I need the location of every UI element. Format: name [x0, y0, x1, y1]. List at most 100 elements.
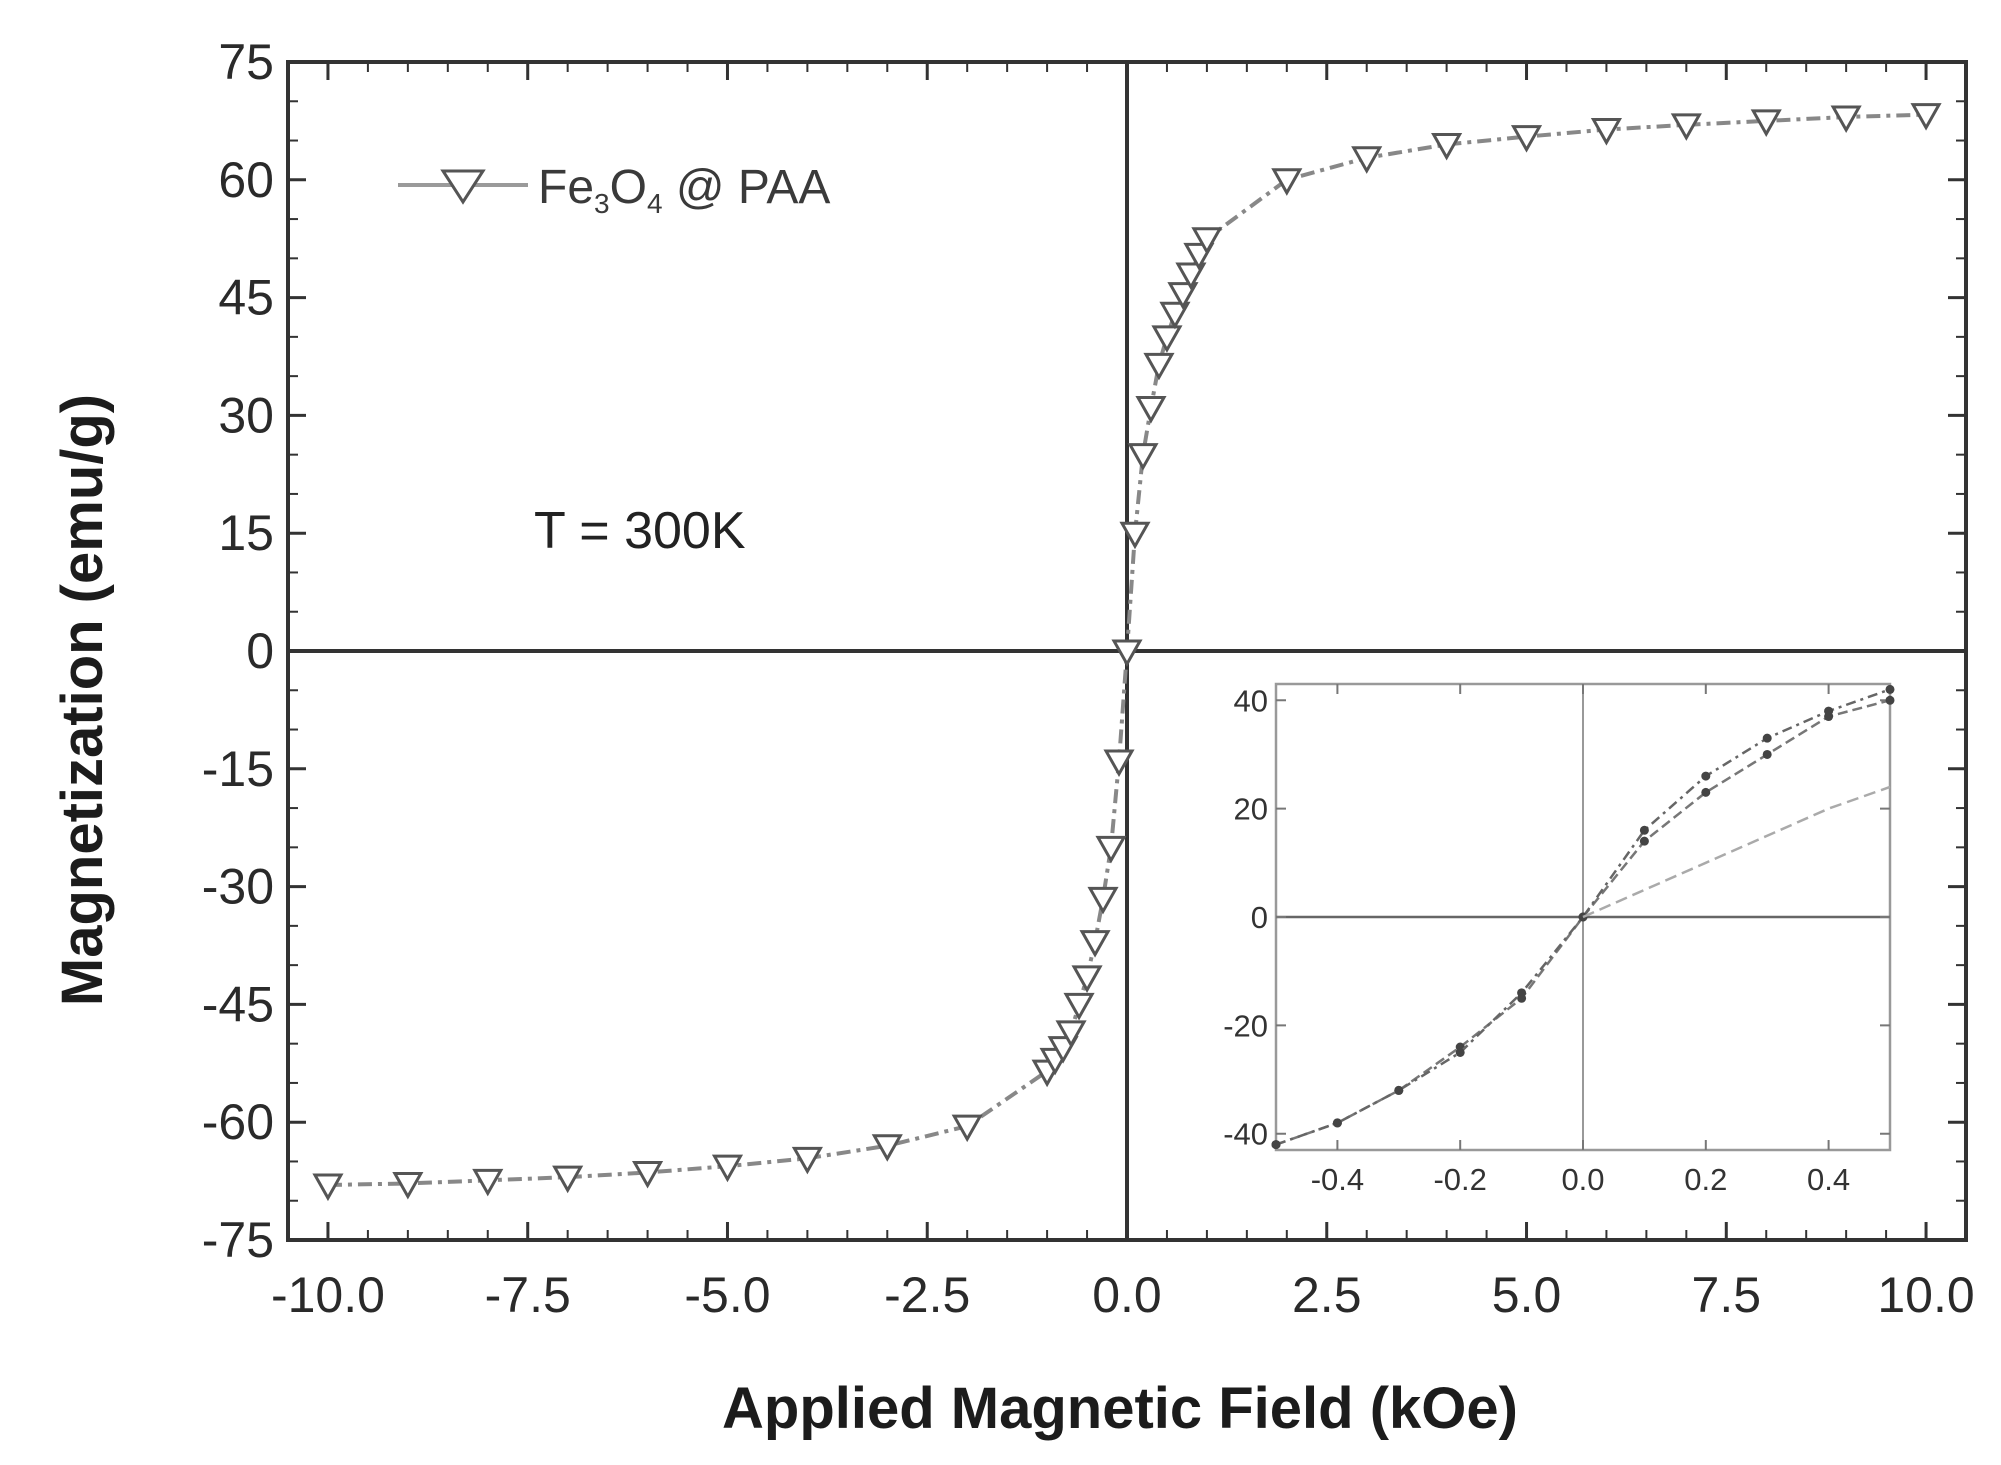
temperature-annotation: T = 300K	[534, 502, 746, 560]
x-tick-label: 10.0	[1877, 1267, 1974, 1323]
data-point	[1119, 521, 1151, 550]
x-tick-label: -5.0	[684, 1267, 770, 1323]
data-point	[392, 1171, 424, 1200]
legend: Fe3O4 @ PAA	[398, 161, 830, 219]
legend-label-fe: Fe	[538, 161, 594, 214]
inset-data-point	[1701, 771, 1711, 781]
inset-plot: -0.4 -0.2 0.0 0.2 0.4 40 20 0 -20 -40	[1223, 682, 1895, 1197]
inset-x-tick-label: 0.4	[1807, 1162, 1850, 1197]
y-tick-label: -75	[202, 1212, 274, 1268]
data-point	[1079, 930, 1111, 958]
inset-data-point	[1885, 684, 1895, 694]
inset-data-point	[1885, 695, 1895, 705]
x-tick-label: -10.0	[271, 1267, 385, 1323]
x-tick-label: 5.0	[1492, 1267, 1562, 1323]
y-tick-label: -15	[202, 741, 274, 797]
data-point	[1670, 113, 1702, 141]
y-tick-label: -30	[202, 859, 274, 915]
inset-y-tick-label: -40	[1223, 1117, 1268, 1152]
y-tick-label: -60	[202, 1094, 274, 1150]
data-point	[1167, 282, 1199, 310]
y-tick-label: 60	[218, 152, 274, 208]
legend-label-sub2: 4	[647, 188, 663, 219]
data-point	[871, 1134, 903, 1162]
y-tick-label: 75	[218, 34, 274, 90]
x-axis-title: Applied Magnetic Field (kOe)	[722, 1376, 1518, 1441]
inset-data-point	[1455, 1047, 1465, 1057]
y-tick-label: 0	[246, 623, 274, 679]
data-point	[632, 1160, 664, 1189]
data-point	[1135, 396, 1167, 424]
y-tick-label: -45	[202, 976, 274, 1032]
data-point	[1127, 443, 1159, 471]
y-tick-label: 45	[218, 270, 274, 326]
inset-data-point	[1394, 1085, 1404, 1095]
y-tick-label: 15	[218, 505, 274, 561]
legend-label-o: O	[610, 161, 647, 214]
main-plot: -10.0 -7.5 -5.0 -2.5 0.0 2.5 5.0 7.5 10.0 75 60 45 3…	[202, 34, 1975, 1323]
inset-data-point	[1824, 706, 1834, 716]
inset-series	[1271, 684, 1895, 1150]
inset-y-tick-label: 20	[1234, 792, 1268, 827]
main-series	[312, 103, 1942, 1202]
main-tick-labels: -10.0 -7.5 -5.0 -2.5 0.0 2.5 5.0 7.5 10.0 75 60 45 3…	[202, 34, 1975, 1323]
inset-data-point	[1639, 836, 1649, 846]
data-point	[552, 1165, 584, 1194]
data-point	[472, 1168, 504, 1197]
main-ticks	[288, 60, 1966, 1242]
data-point	[1271, 168, 1303, 196]
inset-data-point	[1762, 733, 1772, 743]
y-tick-label: 30	[218, 387, 274, 443]
data-point	[1087, 886, 1119, 915]
data-point	[1159, 301, 1191, 330]
inset-x-tick-label: 0.0	[1561, 1162, 1604, 1197]
inset-series-line	[1275, 688, 1891, 1146]
data-point	[1431, 132, 1463, 161]
inset-x-tick-label: -0.4	[1311, 1162, 1364, 1197]
data-point	[791, 1146, 823, 1175]
inset-x-tick-label: 0.2	[1684, 1162, 1727, 1197]
inset-data-point	[1639, 825, 1649, 835]
x-tick-label: 7.5	[1692, 1267, 1762, 1323]
data-point	[711, 1154, 744, 1183]
data-point	[1750, 109, 1782, 137]
data-point	[1151, 325, 1183, 353]
data-point	[1055, 1020, 1087, 1048]
x-tick-label: 2.5	[1292, 1267, 1362, 1323]
data-point	[1830, 105, 1862, 134]
data-point	[1910, 103, 1942, 131]
data-point	[1143, 352, 1175, 381]
data-point	[1111, 639, 1143, 668]
inset-data-point	[1701, 787, 1711, 797]
inset-y-tick-label: 0	[1251, 900, 1268, 935]
data-point	[1103, 749, 1135, 777]
inset-y-tick-label: 40	[1234, 683, 1268, 718]
legend-label-tail: @ PAA	[663, 161, 831, 214]
data-point	[1063, 992, 1095, 1021]
data-point	[312, 1173, 344, 1202]
inset-y-tick-label: -20	[1223, 1008, 1268, 1043]
x-tick-label: -7.5	[485, 1267, 571, 1323]
data-point	[1175, 262, 1207, 291]
data-point	[1590, 118, 1623, 146]
legend-marker	[440, 169, 486, 205]
data-point	[951, 1114, 983, 1143]
data-point	[1095, 835, 1127, 864]
inset-data-point	[1762, 749, 1772, 759]
inset-data-point	[1271, 1140, 1281, 1150]
x-tick-label: 0.0	[1092, 1267, 1162, 1323]
inset-x-tick-label: -0.2	[1433, 1162, 1486, 1197]
inset-series-line	[1582, 785, 1891, 919]
x-tick-label: -2.5	[884, 1267, 970, 1323]
data-point	[1351, 146, 1383, 174]
inset-data-point	[1332, 1118, 1342, 1128]
inset-ticks	[1276, 684, 1890, 1150]
legend-label-sub1: 3	[594, 188, 610, 219]
data-point	[1510, 125, 1543, 153]
inset-tick-labels: -0.4 -0.2 0.0 0.2 0.4 40 20 0 -20 -40	[1223, 683, 1850, 1197]
data-point	[1191, 227, 1223, 255]
data-point	[1071, 965, 1103, 993]
legend-label: Fe3O4 @ PAA	[538, 161, 830, 219]
inset-data-point	[1517, 988, 1527, 998]
